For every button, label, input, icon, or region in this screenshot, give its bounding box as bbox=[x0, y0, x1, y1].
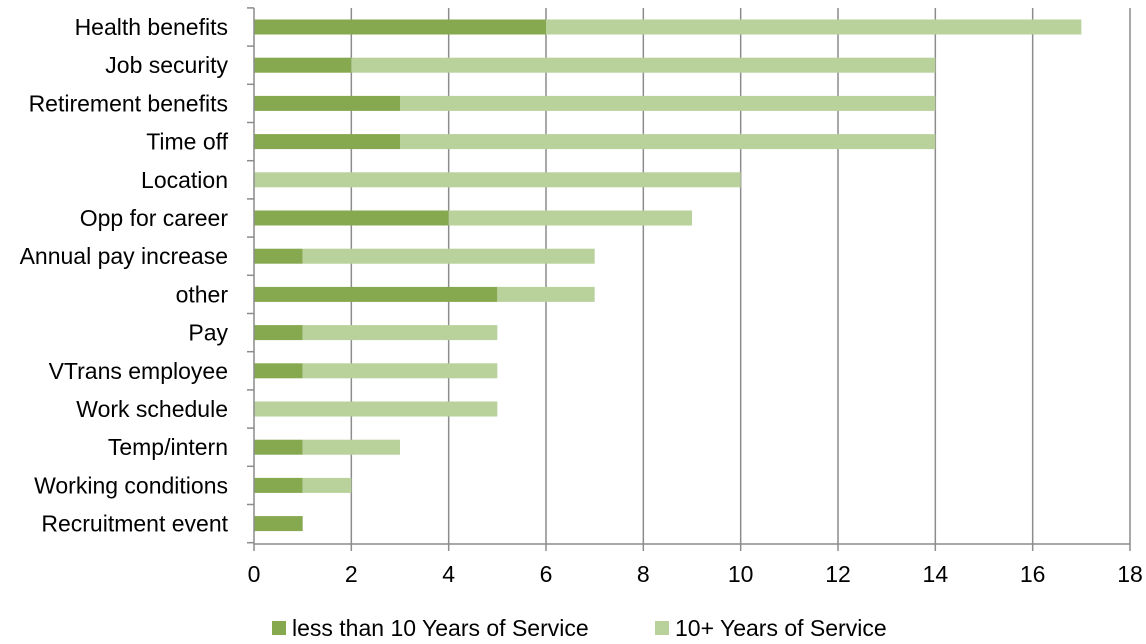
category-label: Time off bbox=[146, 129, 228, 155]
category-label: Recruitment event bbox=[41, 511, 228, 537]
tick-label-6: 6 bbox=[540, 561, 553, 587]
bar-segment-series-1 bbox=[302, 477, 352, 493]
legend-label-less-than-10: less than 10 Years of Service bbox=[292, 615, 589, 641]
category-label: Annual pay increase bbox=[20, 243, 228, 269]
bar-segment-series-1 bbox=[546, 19, 1082, 35]
tick-label-8: 8 bbox=[637, 561, 650, 587]
tick-label-16: 16 bbox=[1020, 561, 1046, 587]
category-label: Job security bbox=[105, 52, 228, 78]
category-label: Opp for career bbox=[80, 205, 229, 231]
category-label: Work schedule bbox=[76, 396, 228, 422]
category-label: Retirement benefits bbox=[29, 90, 228, 116]
bar-segment-series-0 bbox=[254, 134, 400, 150]
tick-label-2: 2 bbox=[345, 561, 358, 587]
legend-label-10-plus: 10+ Years of Service bbox=[675, 615, 887, 641]
tick-label-12: 12 bbox=[825, 561, 851, 587]
tick-label-0: 0 bbox=[248, 561, 261, 587]
bar-segment-series-0 bbox=[254, 19, 546, 35]
bar-segment-series-1 bbox=[302, 439, 400, 455]
tick-label-10: 10 bbox=[728, 561, 754, 587]
bar-segment-series-0 bbox=[254, 210, 449, 226]
bar-segment-series-0 bbox=[254, 325, 303, 341]
axes bbox=[247, 7, 1131, 551]
bars bbox=[254, 19, 1082, 532]
bar-segment-series-0 bbox=[254, 248, 303, 264]
legend-swatch-less-than-10 bbox=[272, 621, 286, 635]
category-labels: Health benefits Job security Retirement be… bbox=[20, 14, 229, 537]
tick-label-4: 4 bbox=[442, 561, 455, 587]
category-label: VTrans employee bbox=[49, 358, 228, 384]
bar-segment-series-1 bbox=[400, 134, 936, 150]
bar-segment-series-1 bbox=[254, 172, 741, 188]
bar-segment-series-1 bbox=[448, 210, 692, 226]
category-label: Health benefits bbox=[75, 14, 228, 40]
bar-segment-series-1 bbox=[254, 401, 498, 417]
bar-segment-series-1 bbox=[302, 363, 498, 379]
legend: less than 10 Years of Service 10+ Years … bbox=[272, 615, 887, 641]
category-label: other bbox=[176, 281, 229, 307]
bar-segment-series-1 bbox=[302, 325, 498, 341]
bar-segment-series-1 bbox=[302, 248, 595, 264]
bar-segment-series-0 bbox=[254, 477, 303, 493]
tick-label-18: 18 bbox=[1117, 561, 1143, 587]
category-label: Working conditions bbox=[34, 472, 228, 498]
bar-segment-series-0 bbox=[254, 439, 303, 455]
gridlines bbox=[350, 8, 1131, 544]
tick-label-14: 14 bbox=[923, 561, 949, 587]
bar-segment-series-0 bbox=[254, 57, 352, 73]
category-label: Pay bbox=[188, 320, 228, 346]
bar-segment-series-0 bbox=[254, 95, 400, 111]
category-label: Location bbox=[141, 167, 228, 193]
bar-segment-series-1 bbox=[351, 57, 936, 73]
legend-swatch-10-plus bbox=[655, 621, 669, 635]
bar-segment-series-0 bbox=[254, 516, 303, 532]
x-tick-labels: 0 2 4 6 8 10 12 14 16 18 bbox=[248, 561, 1143, 587]
bar-segment-series-1 bbox=[497, 286, 595, 302]
category-label: Temp/intern bbox=[108, 434, 228, 460]
bar-segment-series-0 bbox=[254, 286, 498, 302]
bar-segment-series-1 bbox=[400, 95, 936, 111]
bar-segment-series-0 bbox=[254, 363, 303, 379]
